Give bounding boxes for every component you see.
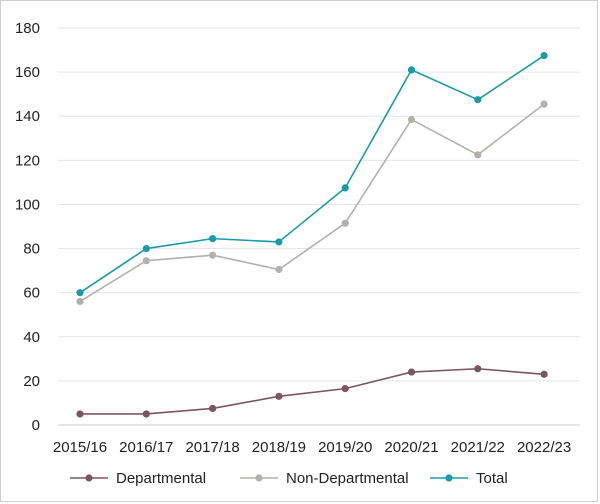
data-point-non-departmental [474, 151, 482, 159]
legend-swatch-marker [445, 474, 453, 482]
legend-label: Departmental [116, 470, 206, 487]
data-point-non-departmental [341, 219, 349, 227]
x-tick-label: 2015/16 [53, 439, 107, 456]
series-total [76, 51, 548, 297]
legend-label: Non-Departmental [286, 470, 409, 487]
legend-item-departmental: Departmental [70, 470, 206, 487]
series-departmental [76, 365, 548, 418]
series-lines [76, 51, 548, 418]
data-point-non-departmental [540, 100, 548, 108]
series-line-departmental [80, 367, 545, 415]
data-point-non-departmental [407, 115, 416, 124]
y-tick-label: 120 [15, 152, 40, 169]
series-line-non-departmental [79, 103, 545, 303]
data-point-departmental [407, 368, 416, 376]
data-point-total [540, 51, 548, 60]
y-tick-label: 60 [23, 285, 40, 302]
legend-item-total: Total [430, 470, 508, 487]
y-tick-label: 20 [23, 373, 40, 390]
data-point-departmental [275, 392, 283, 400]
x-tick-label: 2017/18 [185, 439, 239, 456]
y-tick-label: 100 [15, 196, 40, 213]
legend-item-non-departmental: Non-Departmental [240, 470, 409, 487]
data-point-total [407, 66, 416, 74]
y-tick-label: 160 [15, 64, 40, 81]
data-point-non-departmental [209, 251, 217, 259]
data-point-total [474, 96, 482, 104]
legend: Departmental Non-Departmental Total [70, 470, 508, 487]
y-tick-label: 80 [23, 241, 40, 258]
y-tick-label: 40 [23, 329, 40, 346]
data-point-total [142, 244, 150, 253]
gridlines [58, 27, 580, 426]
x-tick-label: 2022/23 [517, 439, 571, 456]
data-point-departmental [142, 410, 150, 418]
x-tick-label: 2019/20 [318, 439, 372, 456]
data-point-total [341, 184, 349, 192]
series-line-total [79, 54, 545, 294]
x-tick-label: 2018/19 [252, 439, 306, 456]
data-point-non-departmental [76, 297, 84, 306]
data-point-departmental [341, 385, 349, 393]
data-point-departmental [474, 365, 482, 373]
data-point-departmental [209, 404, 217, 413]
y-tick-label: 0 [32, 417, 40, 434]
data-point-non-departmental [275, 265, 283, 274]
x-tick-label: 2021/22 [451, 439, 505, 456]
data-point-total [76, 289, 84, 297]
x-axis-ticks: 2015/16 2016/17 2017/18 2018/19 2019/20 2020/… [53, 439, 571, 456]
data-point-departmental [540, 370, 548, 378]
data-point-total [209, 235, 217, 243]
legend-swatch-marker [85, 474, 93, 482]
y-axis-ticks: 0 20 40 60 80 100 120 140 160 180 [15, 20, 40, 434]
series-non-departmental [76, 100, 548, 306]
legend-swatch-marker [255, 474, 263, 482]
y-tick-label: 180 [15, 20, 40, 37]
data-point-total [275, 238, 283, 246]
data-point-non-departmental [142, 257, 150, 265]
x-tick-label: 2016/17 [119, 439, 173, 456]
data-point-departmental [76, 410, 84, 418]
y-tick-label: 140 [15, 108, 40, 125]
legend-label: Total [476, 470, 508, 487]
x-tick-label: 2020/21 [384, 439, 438, 456]
